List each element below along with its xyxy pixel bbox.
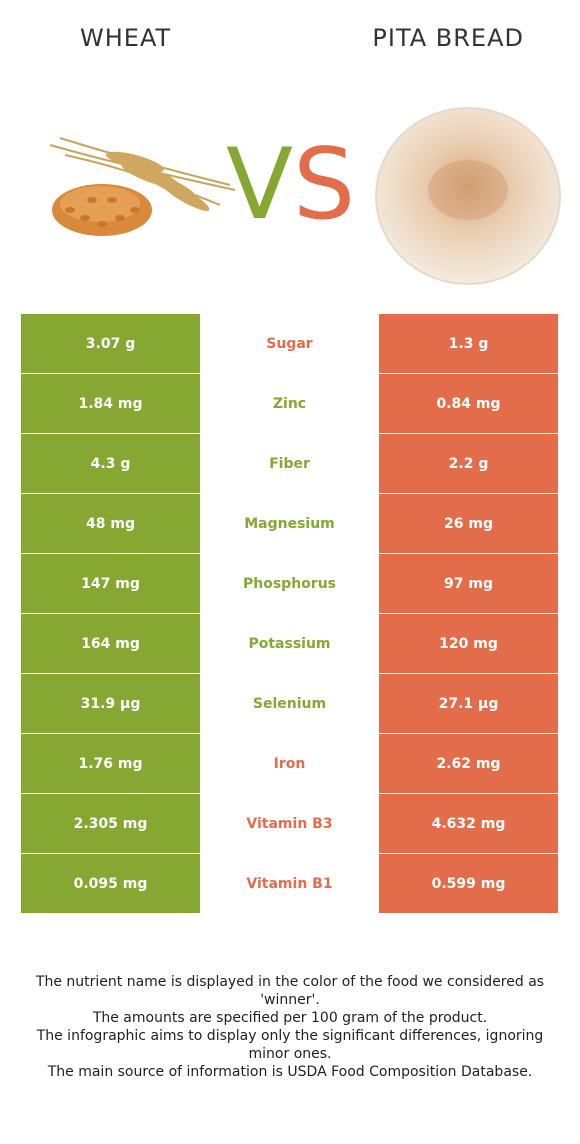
left-value: 164 mg — [21, 614, 200, 674]
right-value: 97 mg — [379, 554, 558, 614]
nutrient-name: Phosphorus — [200, 554, 379, 614]
footer-note-amounts: The amounts are specified per 100 gram o… — [92, 1010, 488, 1026]
vs-label: VS — [226, 130, 355, 240]
table-row: 1.76 mg Iron 2.62 mg — [21, 734, 558, 794]
left-value: 3.07 g — [21, 314, 200, 374]
nutrient-name: Selenium — [200, 674, 379, 734]
right-value: 2.62 mg — [379, 734, 558, 794]
left-value: 2.305 mg — [21, 794, 200, 854]
table-row: 0.095 mg Vitamin B1 0.599 mg — [21, 854, 558, 914]
left-value: 48 mg — [21, 494, 200, 554]
nutrient-name: Zinc — [200, 374, 379, 434]
nutrient-name: Sugar — [200, 314, 379, 374]
table-row: 1.84 mg Zinc 0.84 mg — [21, 374, 558, 434]
right-value: 27.1 µg — [379, 674, 558, 734]
left-value: 4.3 g — [21, 434, 200, 494]
right-value: 1.3 g — [379, 314, 558, 374]
footer-note-differences: The infographic aims to display only the… — [36, 1028, 544, 1062]
right-value: 0.599 mg — [379, 854, 558, 914]
right-value: 0.84 mg — [379, 374, 558, 434]
table-row: 3.07 g Sugar 1.3 g — [21, 314, 558, 374]
table-row: 147 mg Phosphorus 97 mg — [21, 554, 558, 614]
table-row: 4.3 g Fiber 2.2 g — [21, 434, 558, 494]
left-value: 147 mg — [21, 554, 200, 614]
table-row: 2.305 mg Vitamin B3 4.632 mg — [21, 794, 558, 854]
left-value: 1.84 mg — [21, 374, 200, 434]
left-value: 0.095 mg — [21, 854, 200, 914]
vs-v: V — [226, 128, 294, 242]
table-row: 48 mg Magnesium 26 mg — [21, 494, 558, 554]
pita-bread-image — [375, 107, 561, 285]
wheat-image — [49, 137, 236, 236]
left-value: 1.76 mg — [21, 734, 200, 794]
nutrient-name: Magnesium — [200, 494, 379, 554]
right-value: 26 mg — [379, 494, 558, 554]
table-row: 164 mg Potassium 120 mg — [21, 614, 558, 674]
nutrient-name: Vitamin B3 — [200, 794, 379, 854]
left-food-title: WHEAT — [80, 24, 172, 52]
right-food-title: PITA BREAD — [372, 24, 524, 52]
table-row: 31.9 µg Selenium 27.1 µg — [21, 674, 558, 734]
right-value: 2.2 g — [379, 434, 558, 494]
nutrient-name: Fiber — [200, 434, 379, 494]
comparison-table: 3.07 g Sugar 1.3 g 1.84 mg Zinc 0.84 mg … — [21, 314, 558, 914]
nutrient-name: Vitamin B1 — [200, 854, 379, 914]
footer-note-source: The main source of information is USDA F… — [47, 1064, 533, 1080]
footer-note-winner: The nutrient name is displayed in the co… — [35, 974, 545, 1008]
footer-notes: The nutrient name is displayed in the co… — [16, 973, 564, 1081]
nutrient-name: Potassium — [200, 614, 379, 674]
left-value: 31.9 µg — [21, 674, 200, 734]
vs-s: S — [293, 128, 356, 242]
nutrient-name: Iron — [200, 734, 379, 794]
right-value: 120 mg — [379, 614, 558, 674]
right-value: 4.632 mg — [379, 794, 558, 854]
